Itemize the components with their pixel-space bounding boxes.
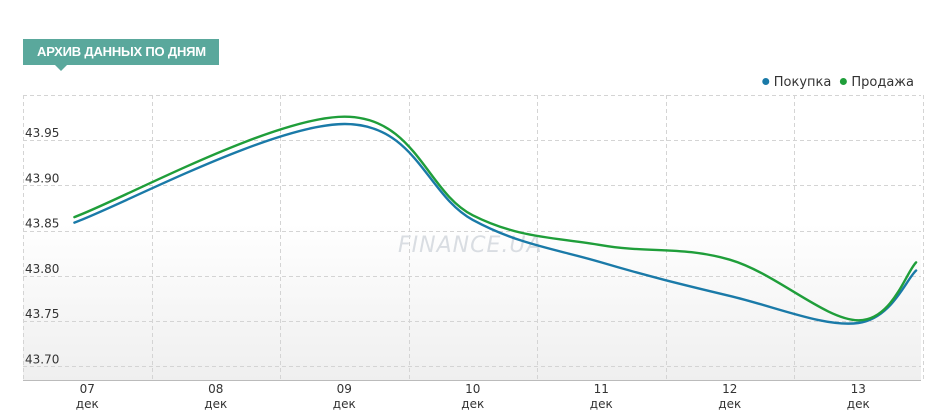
series-line-sell[interactable] — [73, 115, 918, 322]
watermark-logo: FINANCE.UA — [398, 233, 543, 258]
x-tick-month-label: дек — [718, 397, 741, 411]
chart-title: АРХИВ ДАННЫХ ПО ДНЯМ — [37, 44, 206, 59]
legend-marker — [839, 78, 847, 85]
y-axis-ticks: 43.70 43.75 43.80 43.85 43.90 43.95 — [25, 126, 59, 366]
x-tick-day-label: 10 — [465, 382, 480, 396]
x-tick-day-label: 13 — [851, 382, 866, 396]
y-tick-label: 43.85 — [25, 217, 59, 231]
x-tick-month-label: дек — [333, 397, 356, 411]
legend-label[interactable]: Покупка — [774, 75, 832, 90]
x-tick-day-label: 12 — [722, 382, 737, 396]
x-tick-month-label: дек — [847, 397, 870, 411]
x-tick-month-label: дек — [461, 397, 484, 411]
chart-title-badge: АРХИВ ДАННЫХ ПО ДНЯМ — [23, 39, 219, 71]
x-tick-month-label: дек — [76, 397, 99, 411]
y-tick-label: 43.75 — [25, 307, 59, 321]
series-line-buy[interactable] — [73, 122, 918, 325]
y-tick-label: 43.80 — [25, 262, 59, 276]
plot-area — [23, 95, 921, 380]
grid-lines — [23, 95, 924, 381]
legend-label[interactable]: Продажа — [851, 75, 914, 90]
legend[interactable]: Продажа Покупка — [762, 75, 914, 90]
x-tick-day-label: 11 — [594, 382, 609, 396]
y-tick-label: 43.90 — [25, 171, 59, 185]
x-tick-month-label: дек — [590, 397, 613, 411]
x-tick-month-label: дек — [204, 397, 227, 411]
x-tick-day-label: 08 — [208, 382, 223, 396]
legend-marker — [762, 78, 770, 85]
series-lines[interactable] — [73, 115, 918, 325]
y-tick-label: 43.95 — [25, 126, 59, 140]
x-tick-day-label: 09 — [337, 382, 352, 396]
y-tick-label: 43.70 — [25, 352, 59, 366]
x-tick-day-label: 07 — [80, 382, 95, 396]
